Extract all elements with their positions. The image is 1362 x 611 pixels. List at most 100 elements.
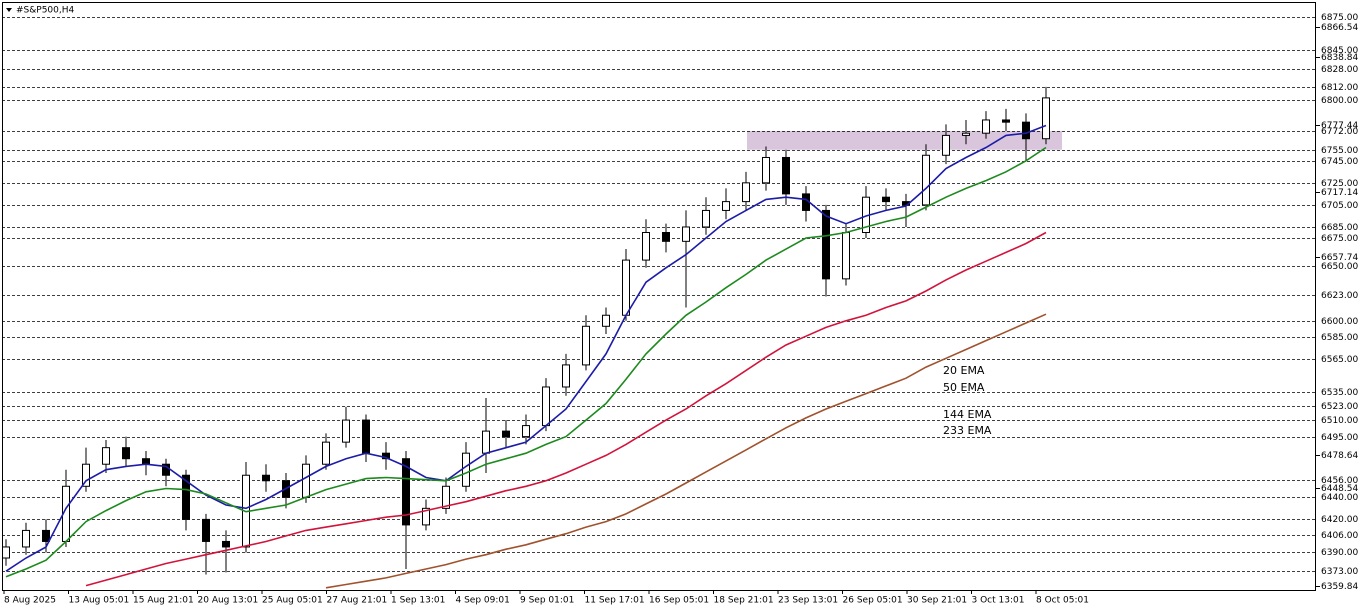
candle-body [382, 452, 390, 460]
x-tick-label: 4 Sep 09:01 [456, 596, 510, 606]
y-tick-label: 6777.44 [1321, 121, 1358, 131]
level-label: 6772.00 [1321, 127, 1358, 137]
candle-body [642, 232, 650, 261]
ema-line [325, 313, 1047, 589]
level-label: 6440.00 [1321, 493, 1358, 503]
x-tick-label: 23 Sep 13:01 [778, 596, 838, 606]
candle-body [82, 463, 90, 487]
candle-body [882, 196, 890, 203]
candle-body [422, 507, 430, 526]
candle-body [362, 419, 370, 454]
candle-body [402, 458, 410, 526]
menu-icon[interactable] [6, 8, 12, 12]
level-label: 6705.00 [1321, 201, 1358, 211]
legend-label: 20 EMA [943, 364, 985, 377]
x-tick-label: 3 Oct 13:01 [972, 596, 1025, 606]
x-tick-label: 9 Sep 01:01 [520, 596, 574, 606]
ema-line [5, 124, 1047, 572]
candle-body [462, 452, 470, 487]
candle-body [202, 518, 210, 542]
candle-body [302, 463, 310, 498]
x-tick-label: 18 Sep 21:01 [714, 596, 774, 606]
candle-body [922, 154, 930, 206]
level-label: 6650.00 [1321, 262, 1358, 272]
candle-body [1042, 97, 1050, 140]
candle-body [122, 447, 130, 460]
x-tick-label: 15 Aug 21:01 [133, 596, 194, 606]
candle-body [2, 546, 10, 559]
candle-body [682, 226, 690, 242]
candle-body [222, 540, 230, 548]
x-tick-label: 26 Sep 05:01 [843, 596, 903, 606]
candle-body [142, 458, 150, 465]
level-label: 6510.00 [1321, 416, 1358, 426]
candle-body [842, 232, 850, 280]
candle-body [502, 430, 510, 438]
chart-title: #S&P500,H4 [16, 6, 75, 16]
level-label: 6390.00 [1321, 548, 1358, 558]
candle-body [442, 485, 450, 509]
candle-body [262, 474, 270, 482]
level-label: 6875.00 [1321, 13, 1358, 23]
y-tick-label: 6657.74 [1321, 253, 1358, 263]
candle-body [42, 529, 50, 542]
x-tick-label: 25 Aug 05:01 [262, 596, 323, 606]
y-tick-label: 6448.54 [1321, 484, 1358, 494]
candle-body [722, 201, 730, 211]
candle-body [22, 529, 30, 548]
candle-body [822, 209, 830, 280]
x-tick-label: 13 Aug 05:01 [69, 596, 130, 606]
candle-body [322, 441, 330, 465]
candle-body [982, 119, 990, 134]
x-tick-label: 1 Sep 13:01 [391, 596, 445, 606]
legend-label: 50 EMA [943, 381, 985, 394]
candle-body [582, 325, 590, 366]
level-label: 6406.00 [1321, 531, 1358, 541]
x-tick-label: 16 Sep 05:01 [649, 596, 709, 606]
level-label: 6373.00 [1321, 567, 1358, 577]
candle-body [662, 232, 670, 242]
y-tick-label: 6717.14 [1321, 188, 1358, 198]
candle-body [942, 134, 950, 156]
candle-body [742, 182, 750, 203]
level-label: 6675.00 [1321, 234, 1358, 244]
level-label: 6420.00 [1321, 515, 1358, 525]
level-label: 6845.00 [1321, 46, 1358, 56]
candle-body [522, 425, 530, 438]
level-label: 6585.00 [1321, 333, 1358, 343]
legend-label: 144 EMA [943, 408, 992, 421]
legend-label: 233 EMA [943, 424, 992, 437]
candle-body [342, 419, 350, 443]
candle-body [482, 430, 490, 454]
x-tick-label: 8 Aug 2025 [4, 596, 56, 606]
x-tick-label: 8 Oct 05:01 [1036, 596, 1089, 606]
x-tick-label: 30 Sep 21:01 [907, 596, 967, 606]
candle-body [1002, 119, 1010, 123]
level-label: 6745.00 [1321, 157, 1358, 167]
price-zone [747, 130, 1062, 150]
level-label: 6600.00 [1321, 317, 1358, 327]
x-tick-label: 27 Aug 21:01 [327, 596, 388, 606]
candle-body [562, 364, 570, 388]
candle-body [782, 156, 790, 195]
level-label: 6495.00 [1321, 433, 1358, 443]
x-tick-label: 20 Aug 13:01 [198, 596, 259, 606]
y-tick-label: 6866.54 [1321, 23, 1358, 33]
level-label: 6565.00 [1321, 355, 1358, 365]
level-label: 6755.00 [1321, 146, 1358, 156]
y-tick-label: 6359.84 [1321, 582, 1358, 592]
y-tick-label: 6838.84 [1321, 53, 1358, 63]
candle-body [182, 474, 190, 520]
level-label: 6828.00 [1321, 65, 1358, 75]
level-label: 6725.00 [1321, 179, 1358, 189]
candle-body [762, 156, 770, 184]
level-label: 6456.00 [1321, 476, 1358, 486]
candle-body [542, 386, 550, 427]
candle-body [622, 259, 630, 316]
x-tick-label: 11 Sep 17:01 [585, 596, 645, 606]
level-label: 6623.00 [1321, 291, 1358, 301]
ema-line [5, 146, 1047, 578]
y-tick-label: 6478.64 [1321, 451, 1358, 461]
